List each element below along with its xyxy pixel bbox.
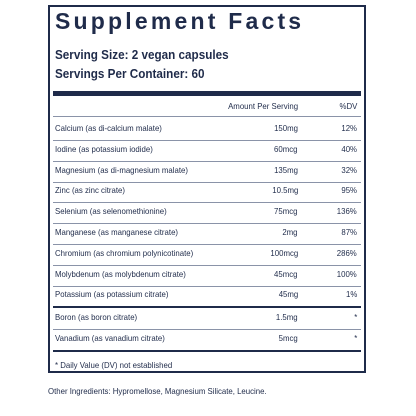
amount: 45mcg — [274, 268, 298, 279]
rule — [53, 181, 361, 183]
thick-rule — [53, 91, 361, 96]
daily-value: 12% — [341, 123, 357, 133]
rule — [53, 285, 361, 287]
daily-value: * — [353, 333, 357, 344]
nutrient-name: Iodine (as potassium iodide) — [55, 143, 153, 154]
facts-panel — [48, 5, 366, 373]
daily-value: 95% — [341, 185, 357, 196]
nutrient-name: Selenium (as selenomethionine) — [55, 206, 167, 217]
nutrient-name: Magnesium (as di-magnesium malate) — [55, 164, 188, 175]
nutrient-name: Zinc (as zinc citrate) — [55, 185, 125, 196]
servings-per-container: Servings Per Container: 60 — [55, 66, 205, 81]
other-ingredients: Other Ingredients: Hypromellose, Magnesi… — [48, 386, 267, 396]
amount: 60mcg — [274, 143, 298, 154]
nutrient-name: Chromium (as chromium polynicotinate) — [55, 247, 194, 258]
nutrient-name: Potassium (as potassium citrate) — [55, 289, 169, 300]
amount: 75mcg — [274, 206, 298, 217]
amount: 150mg — [274, 123, 298, 133]
daily-value: * — [353, 312, 357, 323]
amount: 5mcg — [278, 333, 298, 344]
rule — [53, 244, 361, 245]
rule — [53, 264, 361, 266]
daily-value: 100% — [336, 268, 357, 279]
daily-value: 32% — [341, 164, 357, 175]
rule — [53, 160, 361, 162]
amount: 10.5mg — [271, 185, 298, 196]
daily-value: 87% — [341, 227, 357, 237]
column-header: %DV — [339, 101, 357, 111]
nutrient-name: Boron (as boron citrate) — [55, 312, 138, 323]
rule — [53, 202, 361, 204]
nutrient-name: Vanadium (as vanadium citrate) — [55, 333, 165, 344]
daily-value: 1% — [345, 289, 357, 300]
nutrient-name: Molybdenum (as molybdenum citrate) — [55, 268, 186, 279]
rule — [53, 306, 361, 309]
rule — [53, 116, 361, 117]
serving-size: Serving Size: 2 vegan capsules — [55, 47, 229, 62]
daily-value: 286% — [336, 247, 357, 258]
column-header: Amount Per Serving — [228, 101, 298, 111]
amount: 45mg — [278, 289, 298, 300]
title: Supplement Facts — [55, 8, 305, 34]
rule — [53, 223, 361, 225]
amount: 100mcg — [270, 247, 298, 258]
nutrient-name: Manganese (as manganese citrate) — [55, 227, 179, 237]
amount: 135mg — [274, 164, 298, 175]
nutrient-name: Calcium (as di-calcium malate) — [55, 123, 162, 133]
daily-value: 136% — [336, 206, 357, 217]
daily-value: 40% — [341, 143, 357, 154]
rule — [53, 350, 361, 353]
rule — [53, 140, 361, 141]
amount: 1.5mg — [276, 312, 298, 323]
rule — [53, 329, 361, 331]
amount: 2mg — [282, 227, 298, 237]
footnote: * Daily Value (DV) not established — [55, 360, 173, 370]
